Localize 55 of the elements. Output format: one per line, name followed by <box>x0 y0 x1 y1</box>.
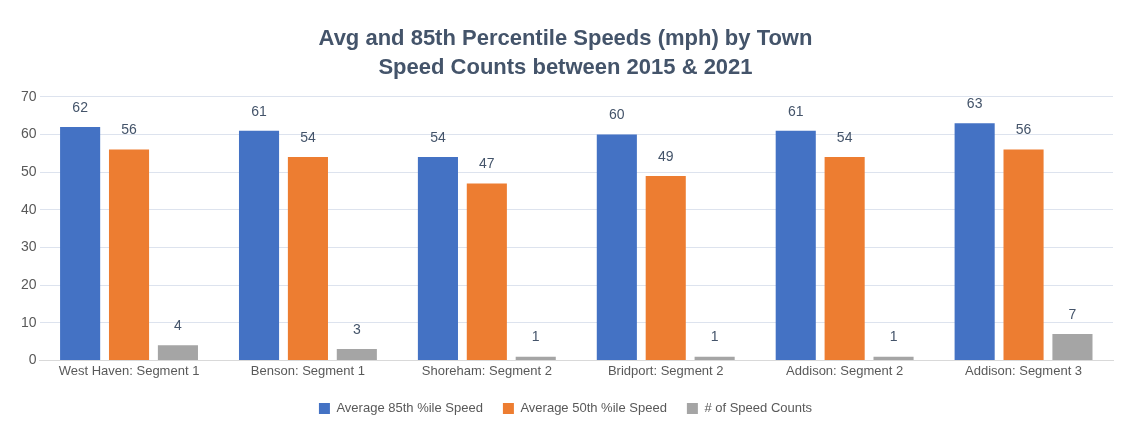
bar <box>694 356 735 360</box>
x-tick-label: West Haven: Segment 1 <box>58 362 200 378</box>
legend-label: Average 50th %ile Speed <box>520 400 667 416</box>
bar <box>873 356 914 360</box>
data-label: 7 <box>1068 305 1077 322</box>
data-label: 60 <box>609 106 625 123</box>
bar <box>108 149 150 360</box>
bar <box>238 130 280 360</box>
data-label: 1 <box>710 328 719 345</box>
x-tick-label: Addison: Segment 2 <box>786 362 904 378</box>
y-tick-label: 50 <box>20 162 37 179</box>
bar <box>287 157 328 360</box>
chart-subtitle: Speed Counts between 2015 & 2021 <box>378 53 753 79</box>
x-tick-label: Shoreham: Segment 2 <box>421 362 552 378</box>
data-label: 63 <box>966 95 983 112</box>
y-tick-label: 20 <box>20 275 37 292</box>
data-label: 54 <box>300 128 316 145</box>
bar <box>596 134 637 360</box>
data-label: 61 <box>251 102 268 119</box>
data-label: 56 <box>1015 121 1032 138</box>
bar <box>336 349 377 360</box>
x-tick-label: Benson: Segment 1 <box>250 362 366 378</box>
chart-title: Avg and 85th Percentile Speeds (mph) by Town <box>318 25 813 51</box>
bar <box>417 157 458 360</box>
y-tick-label: 40 <box>20 200 37 217</box>
data-label: 1 <box>889 328 898 345</box>
data-label: 49 <box>657 147 674 164</box>
bar <box>954 123 995 360</box>
data-label: 61 <box>787 102 804 119</box>
bar <box>157 345 198 360</box>
data-label: 62 <box>72 98 89 115</box>
bar <box>515 356 556 360</box>
legend-label: Average 85th %ile Speed <box>336 400 483 416</box>
bar <box>1052 334 1093 360</box>
y-tick-label: 70 <box>20 87 37 104</box>
data-label: 3 <box>352 320 361 337</box>
data-label: 54 <box>430 128 446 145</box>
bar <box>775 130 816 360</box>
data-label: 56 <box>121 121 138 138</box>
data-label: 54 <box>836 128 853 145</box>
bar <box>466 183 507 360</box>
y-tick-label: 60 <box>20 125 37 142</box>
bar <box>1003 149 1044 360</box>
y-tick-label: 10 <box>20 313 37 330</box>
bar <box>60 126 101 360</box>
data-label: 4 <box>174 317 183 334</box>
x-tick-label: Addison: Segment 3 <box>965 362 1083 378</box>
data-label: 47 <box>479 155 495 172</box>
data-label: 1 <box>531 328 540 345</box>
y-tick-label: 0 <box>28 351 37 368</box>
x-tick-label: Bridport: Segment 2 <box>607 362 724 378</box>
bar <box>824 157 865 360</box>
bar <box>645 175 686 360</box>
legend-label: # of Speed Counts <box>704 400 813 416</box>
y-tick-label: 30 <box>20 238 37 255</box>
